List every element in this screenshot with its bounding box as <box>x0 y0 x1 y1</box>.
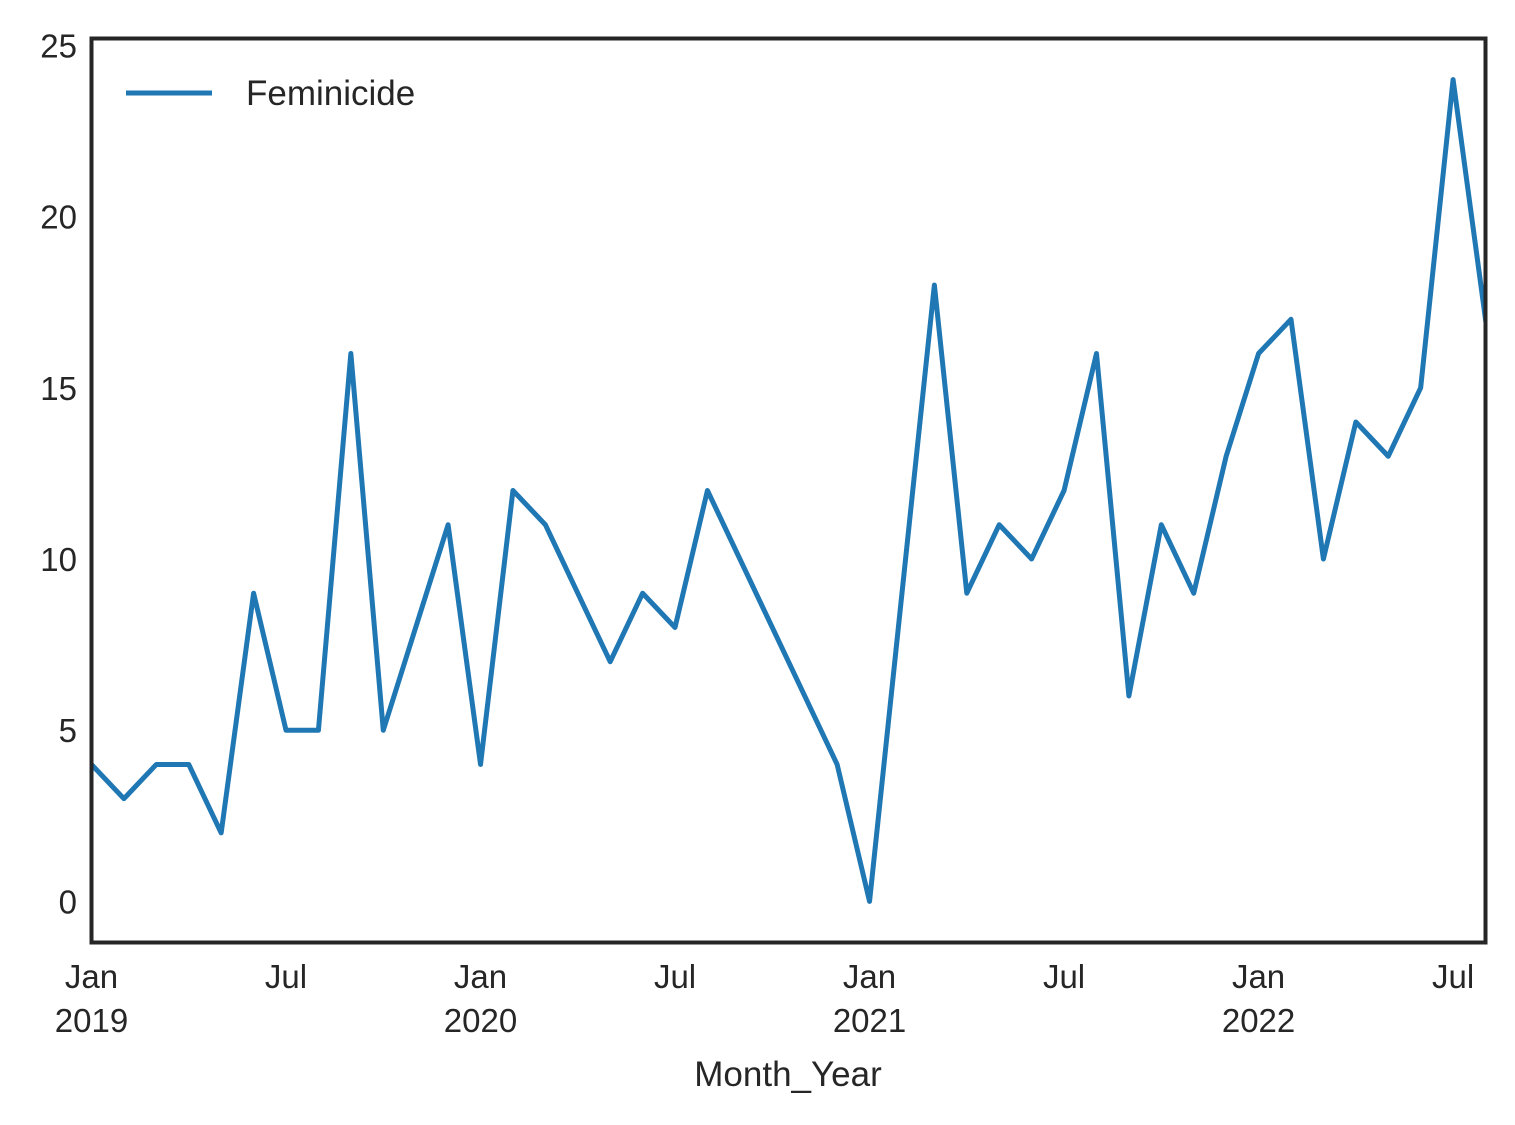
plot-frame <box>89 36 1488 945</box>
x-axis-label: Month_Year <box>694 1055 882 1094</box>
y-tick-label: 10 <box>40 541 77 578</box>
legend: Feminicide <box>126 74 415 113</box>
y-tick-label: 5 <box>59 712 77 749</box>
y-tick-label: 20 <box>40 199 77 236</box>
x-tick-label: Jul <box>654 958 696 995</box>
x-tick-label: Jan <box>65 958 118 995</box>
plot-area <box>91 77 1486 904</box>
y-axis-ticks: 0 5 10 15 20 25 <box>40 27 77 920</box>
y-tick-label: 15 <box>40 370 77 407</box>
y-tick-label: 0 <box>59 883 77 920</box>
y-tick-label: 25 <box>40 27 77 64</box>
x-tick-year-label: 2019 <box>55 1002 128 1039</box>
x-tick-label: Jul <box>1043 958 1085 995</box>
x-tick-label: Jan <box>1232 958 1285 995</box>
x-tick-year-label: 2022 <box>1222 1002 1295 1039</box>
x-tick-label: Jan <box>454 958 507 995</box>
series-line <box>91 77 1486 904</box>
x-tick-label: Jan <box>843 958 896 995</box>
x-tick-year-label: 2021 <box>833 1002 906 1039</box>
x-axis-ticks: Jan 2019 Jul Jan 2020 Jul Jan 2021 Jul Jan 2022 Jul <box>55 958 1474 1039</box>
x-tick-label: Jul <box>1432 958 1474 995</box>
x-tick-year-label: 2020 <box>444 1002 517 1039</box>
legend-label: Feminicide <box>246 74 415 113</box>
x-tick-label: Jul <box>265 958 307 995</box>
